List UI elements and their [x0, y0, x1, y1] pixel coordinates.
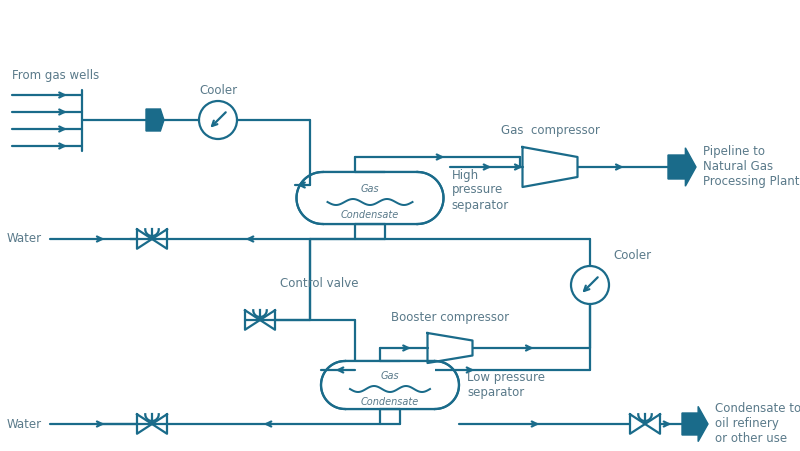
Text: Gas: Gas	[381, 371, 399, 381]
Polygon shape	[345, 361, 435, 409]
Text: Condensate: Condensate	[341, 210, 399, 220]
Text: Booster compressor: Booster compressor	[391, 311, 509, 324]
Text: Water: Water	[7, 418, 42, 431]
Polygon shape	[146, 109, 164, 131]
Text: From gas wells: From gas wells	[12, 69, 99, 82]
Text: Condensate: Condensate	[361, 397, 419, 407]
Polygon shape	[668, 148, 696, 186]
Text: Gas: Gas	[361, 184, 379, 194]
Text: Pipeline to
Natural Gas
Processing Plant: Pipeline to Natural Gas Processing Plant	[703, 146, 799, 189]
Text: Low pressure
separator: Low pressure separator	[467, 371, 545, 399]
Polygon shape	[682, 406, 708, 442]
Text: Cooler: Cooler	[199, 84, 237, 97]
Text: High
pressure
separator: High pressure separator	[451, 169, 509, 212]
Text: Gas  compressor: Gas compressor	[501, 124, 599, 137]
Polygon shape	[322, 172, 418, 224]
Text: Condensate to
oil refinery
or other use: Condensate to oil refinery or other use	[715, 402, 800, 446]
Text: Water: Water	[7, 233, 42, 245]
Text: Cooler: Cooler	[613, 249, 651, 262]
Text: Control valve: Control valve	[280, 277, 358, 290]
